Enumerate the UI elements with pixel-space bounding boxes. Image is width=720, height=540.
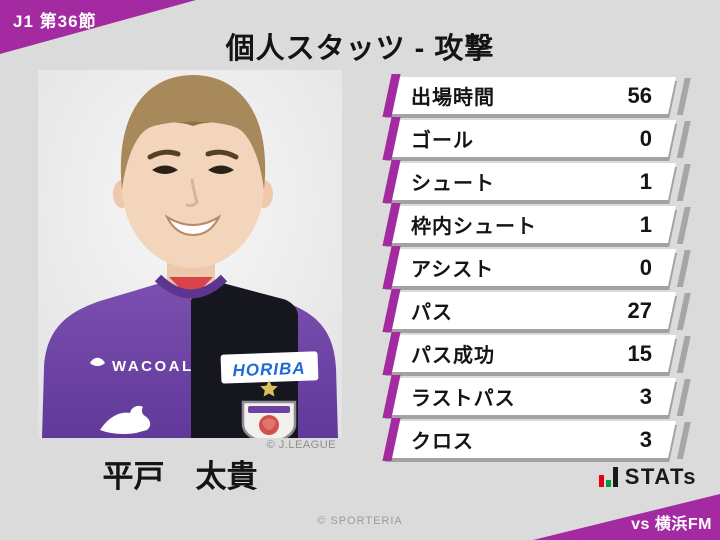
jersey-red-collar — [169, 277, 213, 300]
stat-row-bg — [384, 378, 676, 415]
puma-logo-icon — [100, 405, 151, 434]
stat-row-passes-completed: パス成功 15 — [382, 332, 676, 375]
stat-label: 出場時間 — [411, 87, 495, 109]
jersey-collar — [154, 274, 228, 299]
stat-row-goals: ゴール 0 — [382, 117, 676, 160]
stat-label: ラストパス — [411, 388, 516, 410]
stat-row-accent — [382, 117, 401, 160]
stat-row-passes: パス 27 — [382, 289, 676, 332]
stat-row-bg — [384, 77, 676, 114]
matchday-label: J1 第36節 — [13, 12, 97, 31]
stat-value: 15 — [627, 340, 652, 366]
stat-row-playing-time: 出場時間 56 — [382, 74, 676, 117]
stat-row-accent — [382, 74, 401, 117]
stat-value: 3 — [639, 426, 652, 452]
stat-row-bg — [384, 249, 676, 286]
jstats-logo: STATs — [598, 464, 697, 489]
stat-label: アシスト — [411, 259, 495, 281]
stat-value: 56 — [627, 82, 652, 108]
stat-row-shots-on-target: 枠内シュート 1 — [382, 203, 676, 246]
sponsor-right-text: HORIBA — [232, 359, 306, 381]
stat-row-accent — [382, 418, 401, 461]
opponent-label: vs 横浜FM — [631, 516, 712, 533]
photo-credit: © J.LEAGUE — [266, 439, 336, 451]
stat-value: 0 — [639, 125, 652, 151]
stat-row-bg — [384, 163, 676, 200]
horiba-patch: HORIBA — [220, 351, 319, 384]
stat-row-crosses: クロス 3 — [382, 418, 676, 461]
bar-chart-icon — [598, 466, 618, 488]
bar-black — [612, 467, 618, 487]
stat-label: パス — [411, 302, 453, 324]
stat-row-bg — [384, 421, 676, 458]
club-crest-icon — [241, 400, 297, 438]
stat-row-bg — [384, 335, 676, 372]
stat-label: クロス — [411, 431, 474, 453]
stat-row-accent — [382, 289, 401, 332]
stat-row-bg — [384, 206, 676, 243]
stat-label: シュート — [411, 173, 495, 195]
sponsor-left-text: WACOAL — [112, 358, 194, 375]
stats-logo-text: STATs — [624, 464, 697, 489]
bar-red — [598, 475, 604, 487]
player-head — [113, 75, 273, 268]
copyright: © SPORTERIA — [317, 515, 403, 527]
stat-value: 1 — [639, 211, 652, 237]
stat-label: パス成功 — [411, 345, 495, 367]
stat-label: ゴール — [411, 130, 474, 152]
stat-row-accent — [382, 160, 401, 203]
stat-row-accent — [382, 203, 401, 246]
stat-label: 枠内シュート — [411, 216, 537, 238]
page-title: 個人スタッツ - 攻撃 — [225, 33, 495, 65]
stat-value: 0 — [639, 254, 652, 280]
star-icon — [260, 380, 278, 397]
stat-value: 3 — [639, 383, 652, 409]
stat-row-shots: シュート 1 — [382, 160, 676, 203]
stat-row-key-passes: ラストパス 3 — [382, 375, 676, 418]
bar-green — [605, 480, 611, 487]
stat-row-bg — [384, 292, 676, 329]
stat-row-assists: アシスト 0 — [382, 246, 676, 289]
stat-value: 1 — [639, 168, 652, 194]
stat-row-accent — [382, 246, 401, 289]
player-portrait: WACOAL HORIBA — [38, 70, 342, 438]
stat-value: 27 — [627, 297, 652, 323]
player-name: 平戸 太貴 — [102, 459, 258, 494]
stat-row-bg — [384, 120, 676, 157]
stat-row-accent — [382, 375, 401, 418]
wacoal-wing-icon — [90, 357, 105, 366]
player-photo: WACOAL HORIBA — [38, 70, 342, 438]
stat-row-accent — [382, 332, 401, 375]
